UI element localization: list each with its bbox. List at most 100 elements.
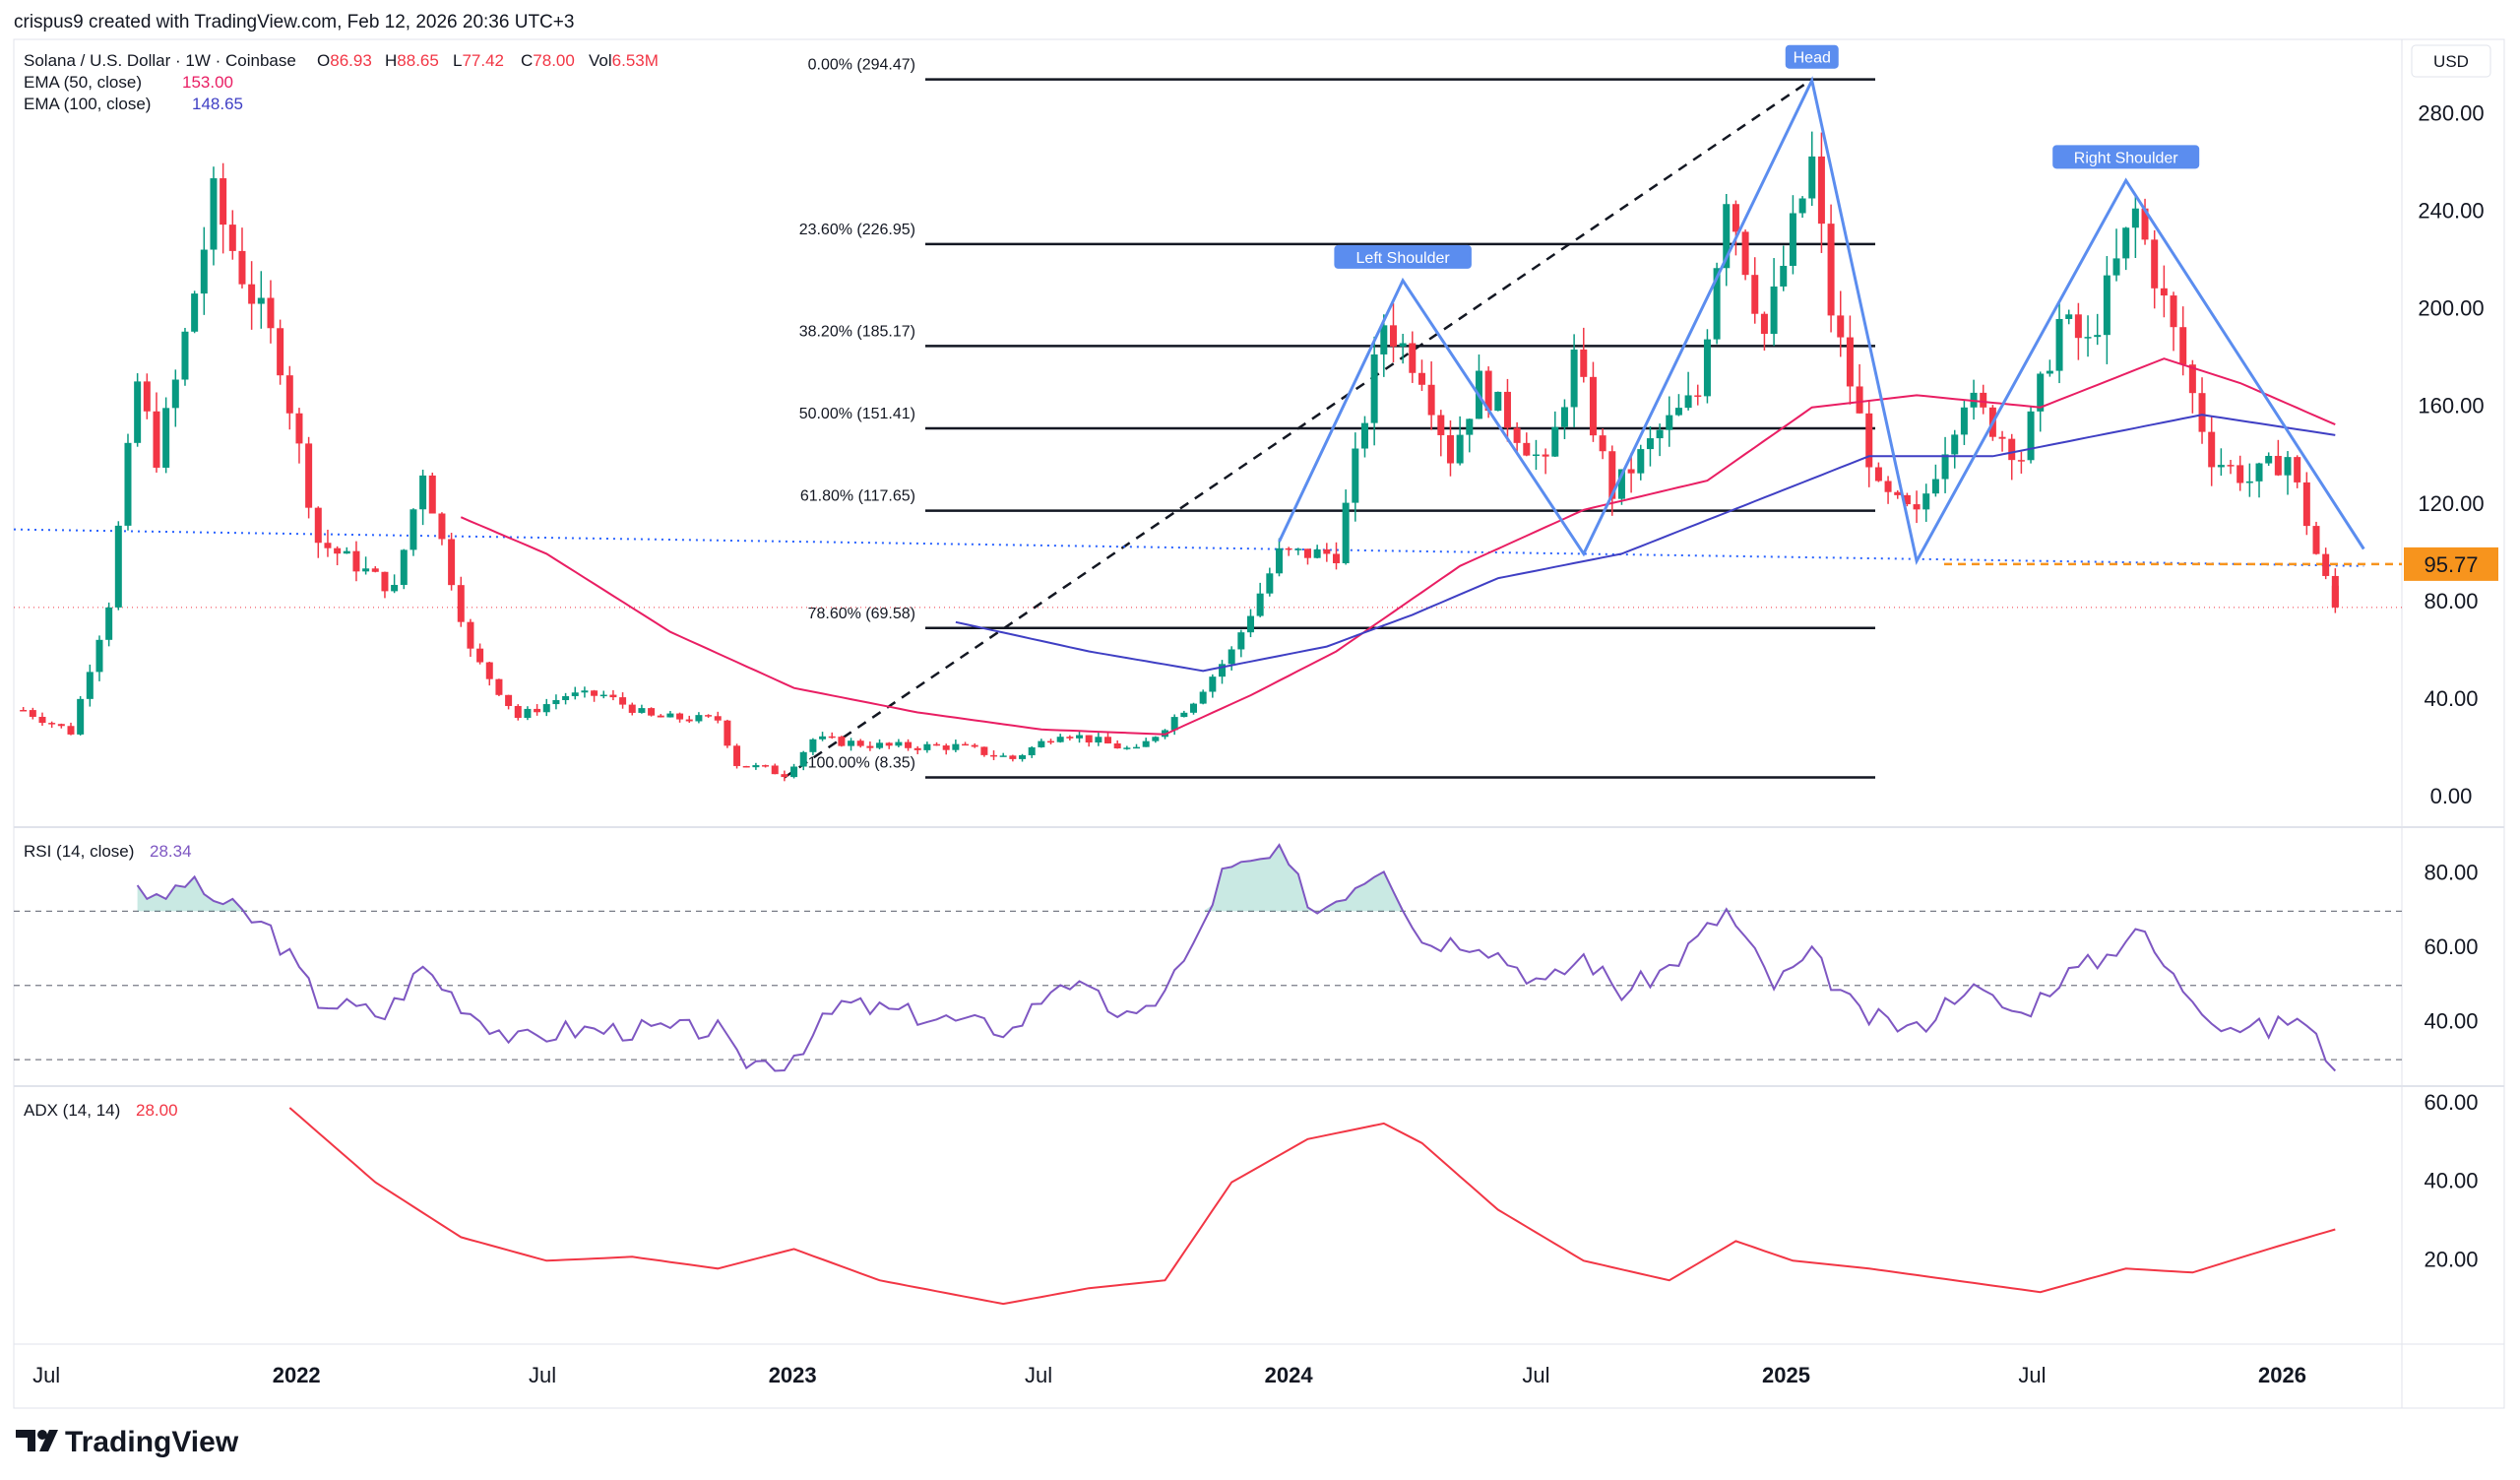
candle	[1123, 745, 1131, 750]
fib-level-label: 78.60% (69.58)	[808, 606, 915, 622]
candle-body	[143, 381, 151, 412]
candle	[1475, 354, 1482, 419]
candle-body	[20, 709, 28, 712]
candle-body	[2170, 295, 2177, 328]
time-axis-tick: Jul	[2018, 1363, 2046, 1387]
candle	[1560, 399, 1568, 439]
currency-button[interactable]: USD	[2411, 44, 2491, 78]
candle	[2151, 229, 2159, 309]
currency-label: USD	[2433, 52, 2469, 71]
candle-body	[866, 745, 874, 748]
candle-body	[933, 743, 941, 746]
price-axis-tick: 240.00	[2418, 199, 2484, 224]
candle-body	[1780, 265, 1788, 287]
candle	[1789, 195, 1796, 275]
candle-body	[2245, 481, 2253, 483]
candle-body	[29, 710, 36, 717]
candle-body	[400, 549, 408, 586]
candle-body	[1466, 418, 1474, 435]
candle	[1303, 548, 1311, 565]
candle	[1113, 740, 1121, 749]
price-pane: 0.00% (294.47) 23.60% (226.95) 38.20% (185…	[13, 44, 2402, 782]
adx-pane	[288, 1107, 2336, 1306]
candle-body	[1960, 407, 1968, 435]
candle-body	[1484, 370, 1492, 412]
last-candle	[2331, 581, 2339, 610]
candle-body	[2141, 208, 2149, 240]
candle-body	[1066, 737, 1074, 739]
ohlc-item: L77.42	[453, 51, 504, 70]
candle-body	[38, 716, 46, 724]
candle	[1038, 739, 1045, 748]
candle	[1637, 444, 1645, 481]
candle-body	[1218, 664, 1226, 677]
candle-body	[1418, 372, 1425, 385]
candle-body	[714, 716, 722, 721]
candle-body	[942, 745, 950, 750]
candle	[1503, 378, 1511, 442]
candle-body	[1437, 415, 1445, 435]
candle	[628, 702, 636, 716]
candle-body	[1599, 435, 1606, 452]
candle-body	[362, 568, 370, 572]
candle	[1884, 476, 1892, 504]
candle-body	[1399, 343, 1407, 347]
candle-body	[905, 741, 913, 748]
candle	[2065, 309, 2073, 325]
candle-body	[819, 736, 827, 740]
candle-body	[799, 751, 807, 767]
candle	[828, 732, 836, 740]
candle-body	[1846, 337, 1854, 387]
candle	[2188, 359, 2196, 414]
credit-line: crispus9 created with TradingView.com, F…	[14, 12, 574, 32]
ohlc-values: O86.93 H88.65 L77.42 C78.00 Vol6.53M	[317, 51, 659, 70]
candle-body	[1741, 231, 1749, 276]
candle	[1246, 609, 1254, 638]
candle	[285, 365, 293, 430]
tradingview-logo[interactable]: TradingView	[16, 1426, 239, 1458]
candle-body	[838, 737, 846, 746]
candle-body	[86, 672, 94, 699]
rsi-axis-tick: 40.00	[2424, 1008, 2478, 1033]
candle	[933, 741, 941, 746]
fib-trend-line	[784, 78, 1813, 779]
candle	[648, 707, 656, 717]
candle	[2294, 455, 2301, 488]
rsi-axis-tick: 80.00	[2424, 861, 2478, 885]
candle-body	[1589, 376, 1597, 436]
ohlc-item: Vol6.53M	[589, 51, 659, 70]
candle	[248, 261, 256, 330]
candle-body	[923, 743, 931, 750]
candle-body	[1503, 391, 1511, 428]
candle-body	[2179, 327, 2187, 365]
candle-body	[1580, 349, 1588, 377]
candle-body	[1627, 469, 1635, 474]
tradingview-logo-text: TradingView	[65, 1426, 239, 1458]
candle-body	[505, 694, 513, 706]
candle-body	[1542, 454, 1549, 457]
candle	[1874, 462, 1882, 483]
candle	[962, 741, 970, 746]
candle	[1951, 429, 1959, 469]
candle-body	[1237, 632, 1245, 650]
candle-body	[771, 765, 779, 775]
candle	[257, 271, 265, 329]
candle	[1256, 582, 1264, 617]
candle	[2236, 455, 2244, 491]
candle-body	[67, 726, 75, 735]
candle	[1666, 396, 1673, 447]
candle-body	[591, 690, 598, 696]
candle-body	[752, 765, 760, 768]
candle-body	[1760, 313, 1768, 335]
candle	[724, 719, 731, 748]
candle-body	[334, 547, 342, 554]
price-axis-tick: 40.00	[2424, 686, 2478, 711]
candle	[2312, 521, 2320, 555]
candle	[1456, 416, 1464, 466]
candle-body	[1703, 339, 1711, 397]
candle-body	[438, 513, 446, 540]
candle	[162, 397, 170, 474]
candle-body	[162, 408, 170, 468]
time-axis-tick: 2024	[1265, 1363, 1314, 1387]
